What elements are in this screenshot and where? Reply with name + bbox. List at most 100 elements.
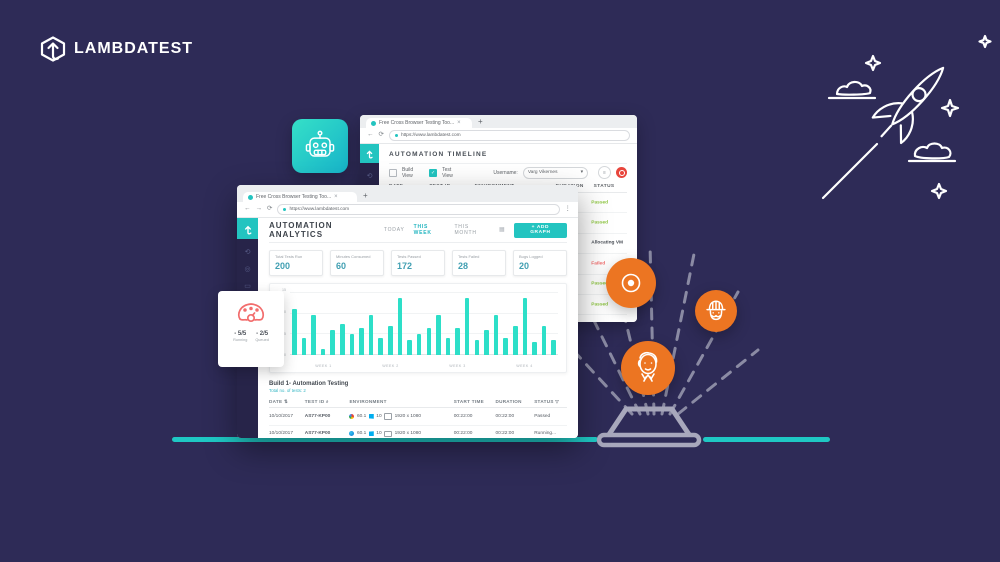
forward-icon[interactable]: →: [255, 205, 263, 213]
col-environment[interactable]: ENVIRONMENT: [349, 399, 387, 404]
url-text: https://www.lambdatest.com: [289, 207, 350, 212]
tests-bar-chart: 15 10 5 0 WEEK 1 WEEK 2 WEEK 3 WEEK 4: [269, 283, 567, 373]
address-field[interactable]: https://www.lambdatest.com: [277, 204, 560, 215]
monitor-icon: [384, 430, 393, 437]
y-axis-labels: 15 10 5 0: [274, 288, 286, 358]
col-test-id[interactable]: TEST ID ⌕: [304, 399, 329, 404]
col-start-time[interactable]: START TIME: [453, 399, 484, 404]
cell-start-time: 00:22:00: [453, 431, 473, 437]
add-graph-button[interactable]: + ADD GRAPH: [513, 222, 567, 238]
url-bar: ← ⟳ https://www.lambdatest.com: [360, 128, 637, 144]
hologram-projector: [596, 406, 702, 448]
stat-label: Total Tests Run: [275, 254, 303, 259]
test-rows: 10/10/2017 AS77-KP00 60.1 10 1920 x 1080 00:2…: [269, 408, 567, 438]
queued-label: Queued: [255, 338, 269, 342]
bar: [340, 323, 345, 355]
cloud-icon: [827, 80, 877, 100]
build-view-checkbox[interactable]: [389, 168, 397, 177]
bar: [503, 338, 508, 355]
username-label: Username:: [493, 169, 518, 176]
history-icon[interactable]: ⟲: [244, 249, 251, 256]
favicon-icon: [371, 120, 376, 126]
address-field[interactable]: https://www.lambdatest.com: [388, 130, 630, 141]
back-icon[interactable]: ←: [244, 205, 251, 213]
bar: [551, 340, 556, 355]
bar: [397, 298, 403, 355]
grid-icon[interactable]: ▦: [499, 227, 505, 233]
table-row[interactable]: 10/10/2017 AS77-KP00 60.1 10 1920 x 1080 00:2…: [269, 426, 567, 439]
stat-card[interactable]: Bugs Logged 20: [513, 250, 567, 276]
table-header: DATE ⇅ TEST ID ⌕ ENVIRONMENT START TIME …: [269, 396, 567, 408]
bar: [532, 342, 537, 355]
refresh-icon[interactable]: ⟳: [378, 131, 384, 139]
username-select[interactable]: Varg Vikernes ▾: [522, 166, 588, 179]
col-status[interactable]: STATUS ▽: [534, 398, 560, 404]
bar: [513, 325, 518, 355]
windows-icon: [368, 431, 374, 437]
page-title: AUTOMATION ANALYTICS: [269, 221, 333, 239]
bar: [292, 308, 297, 355]
close-tab-icon[interactable]: ×: [334, 194, 338, 200]
cloud-icon: [907, 142, 957, 163]
x-tick-label: WEEK 4: [516, 364, 533, 368]
os-version: 10: [376, 431, 382, 437]
tab-this-week[interactable]: THIS WEEK: [413, 224, 432, 236]
browser-tab[interactable]: Free Cross Browser Testing Too... ×: [366, 118, 472, 128]
status-badge: Failed: [591, 261, 606, 267]
circle-ci-icon: [621, 273, 641, 293]
motion-line: [821, 142, 879, 200]
lambdatest-logo: LAMBDATEST: [40, 36, 193, 62]
tab-title: Free Cross Browser Testing Too...: [256, 194, 332, 200]
monitor-icon[interactable]: ▭: [244, 283, 251, 290]
status-badge: Passed: [591, 220, 609, 226]
star-icon: [978, 34, 992, 49]
status-badge: Running...: [534, 431, 557, 437]
table-row[interactable]: 10/10/2017 AS77-KP00 60.1 10 1920 x 1080 00:2…: [269, 408, 567, 426]
stat-card[interactable]: Total Tests Run 200: [269, 250, 323, 276]
col-status[interactable]: STATUS: [593, 184, 615, 189]
refresh-icon[interactable]: ⟳: [267, 205, 273, 213]
sidebar-logo[interactable]: [360, 144, 379, 163]
new-tab-icon[interactable]: +: [478, 117, 483, 126]
stat-value: 20: [519, 261, 530, 271]
cell-test-id: AS77-KP00: [304, 431, 331, 437]
status-badge: Passed: [591, 200, 609, 206]
travis-ci-badge: [695, 290, 737, 332]
browser-tab[interactable]: Free Cross Browser Testing Too... ×: [243, 192, 357, 202]
close-tab-icon[interactable]: ×: [457, 120, 461, 126]
col-duration[interactable]: DURATION: [495, 399, 522, 404]
record-icon[interactable]: [616, 167, 627, 178]
build-name: Build 1- Automation Testing: [269, 381, 349, 387]
col-date[interactable]: DATE ⇅: [269, 398, 289, 404]
stat-card[interactable]: Minutes Consumed 60: [330, 250, 384, 276]
stat-card[interactable]: Tests Failed 28: [452, 250, 506, 276]
test-view-checkbox[interactable]: ✓: [429, 168, 438, 177]
favicon-icon: [248, 194, 253, 200]
bar: [474, 340, 480, 355]
tab-today[interactable]: TODAY: [383, 227, 405, 233]
build-subtitle[interactable]: Total no. of tests: 2: [269, 388, 306, 393]
gear-icon[interactable]: ◎: [244, 266, 251, 273]
stat-value: 60: [336, 261, 347, 271]
bar: [522, 298, 528, 355]
stat-label: Tests Failed: [458, 254, 480, 259]
cell-start-time: 00:22:00: [453, 413, 473, 419]
more-icon[interactable]: ⋮: [564, 205, 572, 213]
sidebar-logo[interactable]: [237, 218, 258, 239]
cell-environment: 60.1 10 1920 x 1080: [349, 430, 453, 437]
bar: [320, 348, 326, 355]
history-icon[interactable]: ⟲: [366, 173, 373, 180]
new-tab-icon[interactable]: +: [363, 191, 368, 200]
status-badge: Passed: [591, 281, 609, 287]
menu-icon[interactable]: ≡: [598, 166, 611, 179]
bar: [368, 315, 374, 355]
back-icon[interactable]: ←: [367, 131, 374, 139]
browser-version: 60.1: [356, 431, 367, 437]
monitor-icon: [384, 413, 393, 420]
tab-this-month[interactable]: THIS MONTH: [454, 224, 477, 236]
caret-down-icon: ▾: [580, 170, 583, 175]
star-icon: [864, 54, 882, 72]
stat-card[interactable]: Tests Passed 172: [391, 250, 445, 276]
x-axis-labels: WEEK 1 WEEK 2 WEEK 3 WEEK 4: [290, 364, 558, 368]
secure-icon: [394, 134, 398, 137]
